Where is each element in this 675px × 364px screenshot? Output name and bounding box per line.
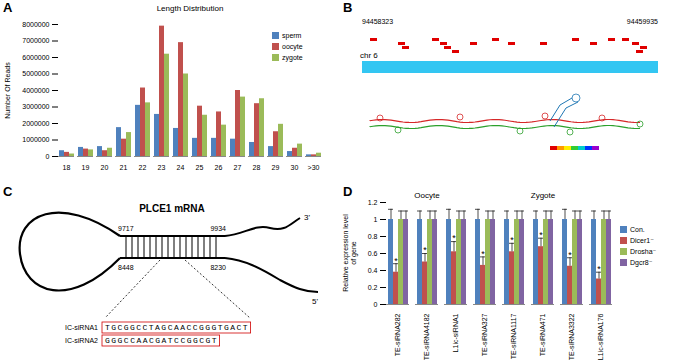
svg-text:0.6: 0.6 (368, 250, 378, 257)
svg-text:GGGCCAACGATCCGGCGT: GGGCCAACGATCCGGCGT (105, 336, 217, 345)
svg-text:24: 24 (177, 164, 185, 171)
svg-text:2000000: 2000000 (22, 120, 49, 127)
svg-text:IC-siRNA1: IC-siRNA1 (65, 324, 98, 331)
svg-text:*: * (539, 230, 543, 240)
svg-text:TE-siRNA471: TE-siRNA471 (539, 313, 546, 356)
html-text:D: D (343, 184, 353, 199)
svg-text:8448: 8448 (118, 264, 134, 271)
svg-text:Oocyte: Oocyte (414, 191, 440, 200)
svg-text:0.8: 0.8 (368, 233, 378, 240)
svg-text:L1ic-siRNA1: L1ic-siRNA1 (452, 313, 459, 352)
svg-text:23: 23 (158, 164, 166, 171)
svg-text:Number Of Reads: Number Of Reads (4, 62, 11, 119)
html-text:Length Distribution: Length Distribution (156, 4, 224, 13)
svg-text:27: 27 (234, 164, 242, 171)
svg-text:29: 29 (272, 164, 280, 171)
svg-text:>30: >30 (308, 164, 320, 171)
svg-text:PLCE1 mRNA: PLCE1 mRNA (139, 203, 205, 214)
html-text:Dicer1⁻: Dicer1⁻ (630, 237, 654, 244)
svg-text:Zygote: Zygote (531, 191, 556, 200)
svg-text:20: 20 (101, 164, 109, 171)
svg-text:TE-siRNA1117: TE-siRNA1117 (510, 313, 517, 359)
svg-text:21: 21 (120, 164, 128, 171)
svg-text:26: 26 (215, 164, 223, 171)
svg-text:TE-siRNA4182: TE-siRNA4182 (423, 313, 430, 360)
svg-text:5000000: 5000000 (22, 70, 49, 77)
svg-text:25: 25 (196, 164, 204, 171)
svg-text:TE-siRNA327: TE-siRNA327 (481, 313, 488, 356)
svg-text:L1ic-siRNA176: L1ic-siRNA176 (597, 313, 604, 360)
svg-text:5': 5' (312, 297, 318, 306)
html-text:C: C (3, 184, 13, 199)
svg-text:Relative expression level: Relative expression level (342, 214, 350, 292)
html-text:Drosha⁻: Drosha⁻ (630, 248, 657, 255)
svg-text:28: 28 (253, 164, 261, 171)
html-text:Con.: Con. (630, 226, 645, 233)
svg-text:22: 22 (139, 164, 147, 171)
html-text:sperm: sperm (282, 32, 302, 39)
svg-text:30: 30 (291, 164, 299, 171)
html-text:A: A (3, 0, 13, 15)
svg-text:3000000: 3000000 (22, 103, 49, 110)
svg-text:*: * (510, 235, 514, 245)
svg-text:TE-siRNA282: TE-siRNA282 (394, 313, 401, 356)
svg-text:0: 0 (46, 153, 50, 160)
svg-text:0: 0 (374, 301, 378, 308)
svg-text:3': 3' (304, 213, 310, 222)
svg-text:8230: 8230 (210, 264, 226, 271)
svg-text:0.4: 0.4 (368, 267, 378, 274)
svg-text:1000000: 1000000 (22, 136, 49, 143)
svg-text:of gene: of gene (350, 241, 358, 264)
svg-text:9717: 9717 (118, 225, 134, 232)
html-text:zygote: zygote (282, 54, 303, 61)
svg-text:6000000: 6000000 (22, 54, 49, 61)
svg-text:94458323: 94458323 (362, 18, 393, 25)
svg-text:*: * (394, 256, 398, 266)
svg-text:18: 18 (63, 164, 71, 171)
svg-text:9934: 9934 (210, 225, 226, 232)
svg-text:*: * (568, 250, 572, 260)
svg-text:1.2: 1.2 (368, 199, 378, 206)
svg-text:7000000: 7000000 (22, 37, 49, 44)
svg-text:*: * (597, 264, 601, 274)
svg-text:1: 1 (374, 216, 378, 223)
svg-text:TE-siRNA3322: TE-siRNA3322 (568, 313, 575, 360)
html-text:Dgcr8⁻: Dgcr8⁻ (630, 259, 653, 266)
svg-text:*: * (481, 249, 485, 259)
svg-text:4000000: 4000000 (22, 87, 49, 94)
svg-text:8000000: 8000000 (22, 21, 49, 28)
svg-text:94459935: 94459935 (627, 18, 658, 25)
svg-text:chr 6: chr 6 (360, 51, 378, 60)
html-text:oocyte: oocyte (282, 43, 303, 50)
svg-text:*: * (452, 233, 456, 243)
svg-text:19: 19 (82, 164, 90, 171)
svg-text:0.2: 0.2 (368, 284, 378, 291)
svg-text:IC-siRNA2: IC-siRNA2 (65, 337, 98, 344)
svg-text:*: * (423, 245, 427, 255)
html-text:B: B (343, 0, 353, 15)
svg-text:TGCGGCCTAGCAACCGGGTGACT: TGCGGCCTAGCAACCGGGTGACT (105, 323, 248, 332)
